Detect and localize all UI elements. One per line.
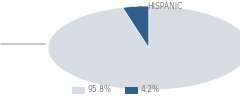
Text: 95.8%: 95.8% xyxy=(88,86,112,94)
Wedge shape xyxy=(48,6,240,90)
FancyBboxPatch shape xyxy=(72,87,85,94)
Wedge shape xyxy=(122,6,149,48)
Text: WHITE: WHITE xyxy=(0,40,45,48)
Text: HISPANIC: HISPANIC xyxy=(138,2,183,11)
Text: 4.2%: 4.2% xyxy=(140,86,160,94)
FancyBboxPatch shape xyxy=(125,87,138,94)
